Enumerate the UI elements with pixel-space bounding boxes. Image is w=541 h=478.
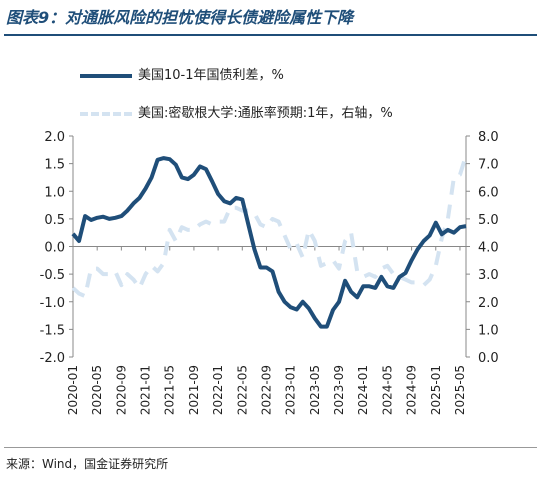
series-line-inflation-expectation (71, 154, 468, 299)
left-tick-label: -1.0 (40, 296, 65, 311)
source-note: 来源：Wind，国金证券研究所 (6, 457, 169, 471)
left-tick-label: 0.0 (44, 241, 65, 256)
chart-series (71, 154, 468, 329)
left-tick-label: 0.5 (44, 213, 65, 228)
title-divider (4, 34, 537, 36)
x-tick-label: 2024-09 (405, 365, 419, 415)
x-tick-label: 2021-09 (187, 365, 201, 415)
right-tick-label: 0.0 (478, 351, 499, 366)
x-tick-label: 2020-05 (90, 365, 104, 415)
source-divider (4, 447, 537, 448)
left-tick-label: 2.0 (44, 130, 65, 145)
right-tick-label: 5.0 (478, 213, 499, 228)
legend-label-yield-spread: 美国10-1年国债利差，% (138, 68, 284, 83)
left-tick-label: -1.5 (40, 323, 65, 338)
x-tick-label: 2023-05 (308, 365, 322, 415)
x-tick-label: 2025-01 (429, 365, 443, 415)
chart-title: 图表9：对通胀风险的担忧使得长债避险属性下降 (6, 8, 354, 27)
right-tick-label: 3.0 (478, 268, 499, 283)
legend-item-inflation-expectation: 美国:密歇根大学:通胀率预期:1年，右轴，% (80, 102, 393, 121)
left-tick-label: -0.5 (40, 268, 65, 283)
right-tick-label: 6.0 (478, 185, 499, 200)
legend-swatch-yield-spread (80, 73, 132, 78)
x-tick-label: 2022-09 (259, 365, 273, 415)
right-tick-label: 4.0 (478, 241, 499, 256)
right-tick-label: 1.0 (478, 323, 499, 338)
left-tick-label: 1.5 (44, 158, 65, 173)
chart-axes (69, 135, 470, 358)
left-tick-label: -2.0 (40, 351, 65, 366)
x-tick-label: 2021-01 (139, 365, 153, 415)
left-tick-label: 1.0 (44, 185, 65, 200)
x-tick-label: 2022-05 (235, 365, 249, 415)
x-tick-label: 2023-01 (284, 365, 298, 415)
chart-tick-labels: 2.0 1.5 1.0 0.5 0.0 -0.5 -1.0 -1.5 -2.0 8.0 7.0 6.0… (40, 130, 499, 415)
x-tick-label: 2020-09 (114, 365, 128, 415)
x-tick-label: 2024-01 (356, 365, 370, 415)
right-tick-label: 7.0 (478, 158, 499, 173)
legend-swatch-inflation-expectation (80, 111, 132, 116)
legend-label-inflation-expectation: 美国:密歇根大学:通胀率预期:1年，右轴，% (138, 106, 393, 121)
x-tick-label: 2023-09 (332, 365, 346, 415)
series-line-yield-spread (71, 156, 467, 329)
x-tick-label: 2024-05 (380, 365, 394, 415)
x-tick-label: 2022-01 (211, 365, 225, 415)
legend-item-yield-spread: 美国10-1年国债利差，% (80, 64, 284, 83)
x-tick-label: 2025-05 (453, 365, 467, 415)
right-tick-label: 2.0 (478, 296, 499, 311)
right-tick-label: 8.0 (478, 130, 499, 145)
x-tick-label: 2020-01 (66, 365, 80, 415)
x-tick-label: 2021-05 (163, 365, 177, 415)
